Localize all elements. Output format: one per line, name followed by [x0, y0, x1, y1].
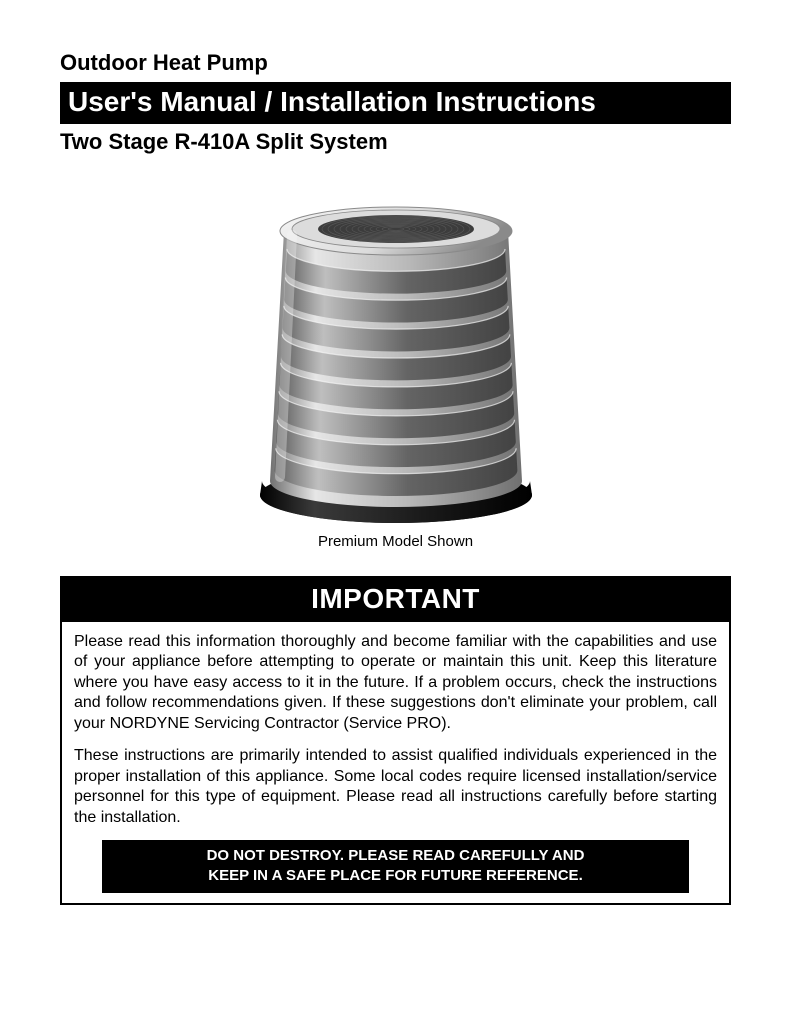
important-box: IMPORTANT Please read this information t…: [60, 576, 731, 905]
important-paragraph-1: Please read this information thoroughly …: [74, 632, 717, 734]
footer-spacer: [62, 893, 729, 903]
product-image-area: Premium Model Shown: [60, 185, 731, 550]
pretitle: Outdoor Heat Pump: [60, 50, 731, 76]
important-body: Please read this information thoroughly …: [62, 622, 729, 840]
important-paragraph-2: These instructions are primarily intende…: [74, 746, 717, 828]
important-footer: DO NOT DESTROY. PLEASE READ CAREFULLY AN…: [102, 840, 689, 893]
subtitle: Two Stage R-410A Split System: [60, 129, 731, 155]
footer-line-2: KEEP IN A SAFE PLACE FOR FUTURE REFERENC…: [208, 867, 582, 884]
heat-pump-illustration: [251, 185, 541, 525]
important-header: IMPORTANT: [62, 578, 729, 622]
footer-line-1: DO NOT DESTROY. PLEASE READ CAREFULLY AN…: [207, 847, 585, 864]
title-bar: User's Manual / Installation Instruction…: [60, 82, 731, 124]
image-caption: Premium Model Shown: [60, 533, 731, 550]
